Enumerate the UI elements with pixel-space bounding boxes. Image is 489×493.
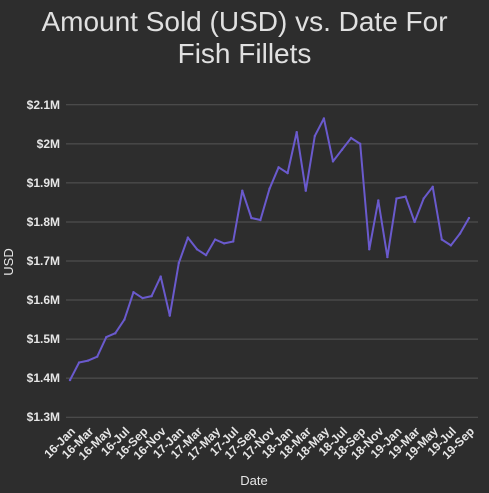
data-point xyxy=(413,221,415,223)
data-point xyxy=(214,238,216,240)
data-point xyxy=(232,240,234,242)
data-point xyxy=(178,262,180,264)
data-point xyxy=(459,232,461,234)
data-point xyxy=(250,217,252,219)
y-tick-label: $1.9M xyxy=(27,176,60,190)
data-point xyxy=(223,242,225,244)
y-axis-ticks: $1.3M $1.4M $1.5M $1.6M $1.7M $1.8M $1.9M $2M $2… xyxy=(27,98,60,424)
y-tick-label: $1.6M xyxy=(27,293,60,307)
data-point xyxy=(78,361,80,363)
data-point xyxy=(422,197,424,199)
data-point xyxy=(205,254,207,256)
data-point xyxy=(141,297,143,299)
data-point xyxy=(350,137,352,139)
y-tick-label: $1.3M xyxy=(27,410,60,424)
data-point xyxy=(386,256,388,258)
data-point xyxy=(105,336,107,338)
data-point xyxy=(305,190,307,192)
y-tick-label: $1.5M xyxy=(27,332,60,346)
data-point xyxy=(87,359,89,361)
data-point xyxy=(404,195,406,197)
data-point xyxy=(150,295,152,297)
series-line xyxy=(70,119,469,381)
data-point xyxy=(123,318,125,320)
data-point xyxy=(468,217,470,219)
data-point xyxy=(377,199,379,201)
data-point xyxy=(395,197,397,199)
data-point xyxy=(259,219,261,221)
data-point xyxy=(96,355,98,357)
series-layer xyxy=(69,117,470,381)
data-point xyxy=(441,238,443,240)
data-point xyxy=(187,236,189,238)
data-point xyxy=(277,166,279,168)
data-point xyxy=(196,248,198,250)
data-point xyxy=(268,188,270,190)
y-axis-label: USD xyxy=(1,248,16,275)
data-point xyxy=(450,244,452,246)
y-tick-label: $1.8M xyxy=(27,215,60,229)
data-point xyxy=(114,332,116,334)
data-point xyxy=(296,131,298,133)
y-tick-label: $1.4M xyxy=(27,371,60,385)
data-point xyxy=(286,172,288,174)
data-point xyxy=(159,275,161,277)
gridlines xyxy=(66,105,478,417)
x-axis-label: Date xyxy=(240,473,267,488)
data-point xyxy=(332,160,334,162)
data-point xyxy=(368,248,370,250)
data-point xyxy=(69,379,71,381)
data-point xyxy=(323,117,325,119)
data-point xyxy=(132,291,134,293)
data-point xyxy=(169,314,171,316)
x-axis-ticks: 16-Jan16-Mar16-May16-Jul16-Sep16-Nov17-J… xyxy=(41,424,477,463)
y-tick-label: $2M xyxy=(37,137,60,151)
data-point xyxy=(341,149,343,151)
data-point xyxy=(359,143,361,145)
data-point xyxy=(241,190,243,192)
data-point xyxy=(314,135,316,137)
data-point xyxy=(432,186,434,188)
y-tick-label: $2.1M xyxy=(27,98,60,112)
y-tick-label: $1.7M xyxy=(27,254,60,268)
